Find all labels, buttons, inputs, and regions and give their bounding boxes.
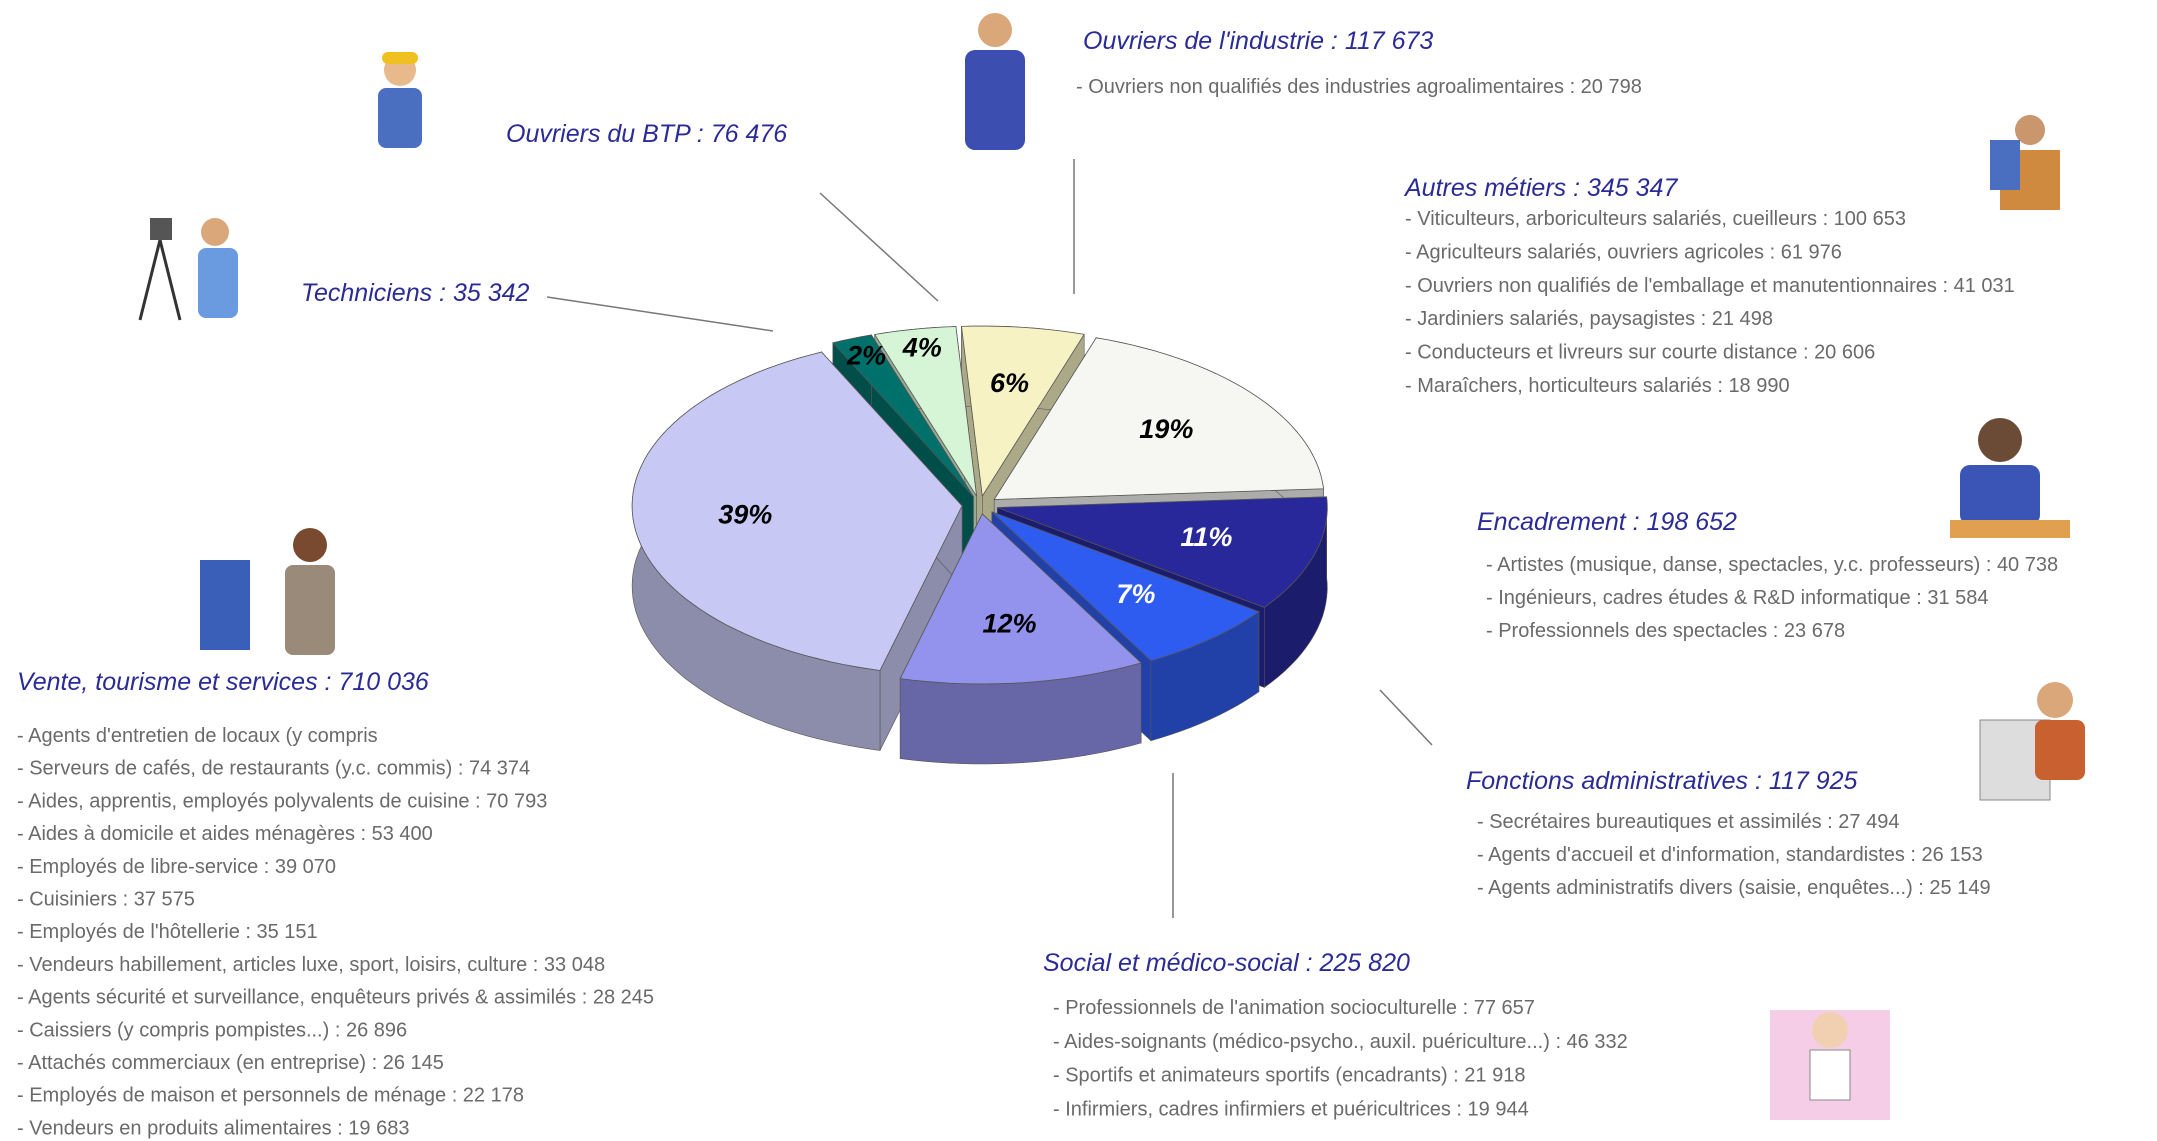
pie-slice	[961, 325, 1085, 498]
pie-tops: 39% 2% 4% 6% 19% 11% 7% 12%	[631, 325, 1328, 685]
detail-item: - Sportifs et animateurs sportifs (encad…	[1053, 1065, 1525, 1087]
pie-slice	[631, 351, 963, 671]
detail-item: - Cuisiniers : 37 575	[17, 889, 195, 911]
detail-item: - Caissiers (y compris pompistes...) : 2…	[17, 1019, 407, 1041]
leader-lines	[546, 159, 1433, 918]
annotations: Vente, tourisme et services : 710 036 - A…	[17, 27, 2058, 1139]
icon	[138, 218, 238, 321]
data-label: 4%	[902, 332, 942, 362]
pie-slice	[874, 326, 977, 497]
detail-item: - Aides, apprentis, employés polyvalents…	[17, 790, 547, 812]
detail-item: - Ouvriers non qualifiés des industries …	[1076, 76, 1642, 98]
data-label: 19%	[1139, 414, 1193, 444]
detail-item: - Conducteurs et livreurs sur courte dis…	[1405, 342, 1875, 364]
pie: 39% 2% 4% 6% 19% 11% 7% 12%	[631, 325, 1328, 765]
detail-item: - Agents administratifs divers (saisie, …	[1477, 877, 1991, 899]
data-label: 39%	[718, 500, 772, 530]
detail-item: - Employés de maison et personnels de mé…	[17, 1085, 524, 1107]
category-heading: Encadrement : 198 652	[1477, 508, 1737, 536]
detail-item: - Jardiniers salariés, paysagistes : 21 …	[1405, 308, 1773, 330]
icons	[138, 13, 2085, 1120]
detail-item: - Vendeurs habillement, articles luxe, s…	[17, 954, 605, 976]
icon	[965, 13, 1025, 150]
leader-line	[546, 296, 774, 332]
data-label: 6%	[990, 368, 1029, 398]
category-heading: Fonctions administratives : 117 925	[1466, 767, 1858, 795]
pie-slice	[991, 511, 1260, 662]
detail-item: - Professionnels de l'animation sociocul…	[1053, 997, 1535, 1019]
detail-item: - Employés de l'hôtellerie : 35 151	[17, 921, 318, 943]
detail-item: - Aides à domicile et aides ménagères : …	[17, 823, 433, 845]
leader-line	[819, 192, 939, 302]
leader-line	[1379, 689, 1433, 746]
pie-slice	[997, 496, 1328, 608]
category-heading: Ouvriers de l'industrie : 117 673	[1083, 27, 1433, 55]
data-label: 2%	[846, 341, 886, 371]
detail-item: - Artistes (musique, danse, spectacles, …	[1486, 554, 2058, 576]
icon	[1979, 682, 2085, 801]
detail-item: - Agriculteurs salariés, ouvriers agrico…	[1405, 241, 1842, 263]
data-label: 12%	[983, 608, 1037, 638]
detail-item: - Vendeurs en produits alimentaires : 19…	[17, 1117, 409, 1139]
pie-slice	[899, 513, 1142, 685]
detail-item: - Professionnels des spectacles : 23 678	[1486, 620, 1845, 642]
icon	[1770, 1010, 1890, 1120]
detail-item: - Maraîchers, horticulteurs salariés : 1…	[1405, 375, 1790, 397]
data-label: 11%	[1180, 522, 1232, 552]
icon	[1950, 418, 2070, 538]
detail-item: - Employés de libre-service : 39 070	[17, 856, 336, 878]
detail-item: - Serveurs de cafés, de restaurants (y.c…	[17, 758, 530, 780]
detail-item: - Infirmiers, cadres infirmiers et puéri…	[1053, 1098, 1529, 1120]
detail-item: - Agents d'entretien de locaux (y compri…	[17, 725, 378, 747]
detail-item: - Agents sécurité et surveillance, enquê…	[17, 987, 654, 1009]
pie-slice	[993, 337, 1325, 500]
pie-slice	[832, 334, 974, 497]
detail-item: - Agents d'accueil et d'information, sta…	[1477, 844, 1983, 866]
detail-item: - Viticulteurs, arboriculteurs salariés,…	[1405, 208, 1906, 230]
detail-item: - Attachés commerciaux (en entreprise) :…	[17, 1052, 444, 1074]
category-heading: Vente, tourisme et services : 710 036	[17, 668, 429, 696]
category-heading: Social et médico-social : 225 820	[1043, 949, 1410, 977]
icon	[378, 52, 422, 148]
detail-item: - Aides-soignants (médico-psycho., auxil…	[1053, 1031, 1628, 1053]
icon	[1990, 115, 2060, 210]
category-heading: Techniciens : 35 342	[301, 279, 530, 307]
detail-item: - Ingénieurs, cadres études & R&D inform…	[1486, 587, 1989, 609]
data-label: 7%	[1116, 579, 1155, 609]
category-heading: Ouvriers du BTP : 76 476	[506, 120, 787, 148]
detail-item: - Secrétaires bureautiques et assimilés …	[1477, 811, 1899, 833]
category-heading: Autres métiers : 345 347	[1403, 174, 1678, 202]
icon	[200, 528, 335, 655]
detail-item: - Ouvriers non qualifiés de l'emballage …	[1405, 275, 2015, 297]
